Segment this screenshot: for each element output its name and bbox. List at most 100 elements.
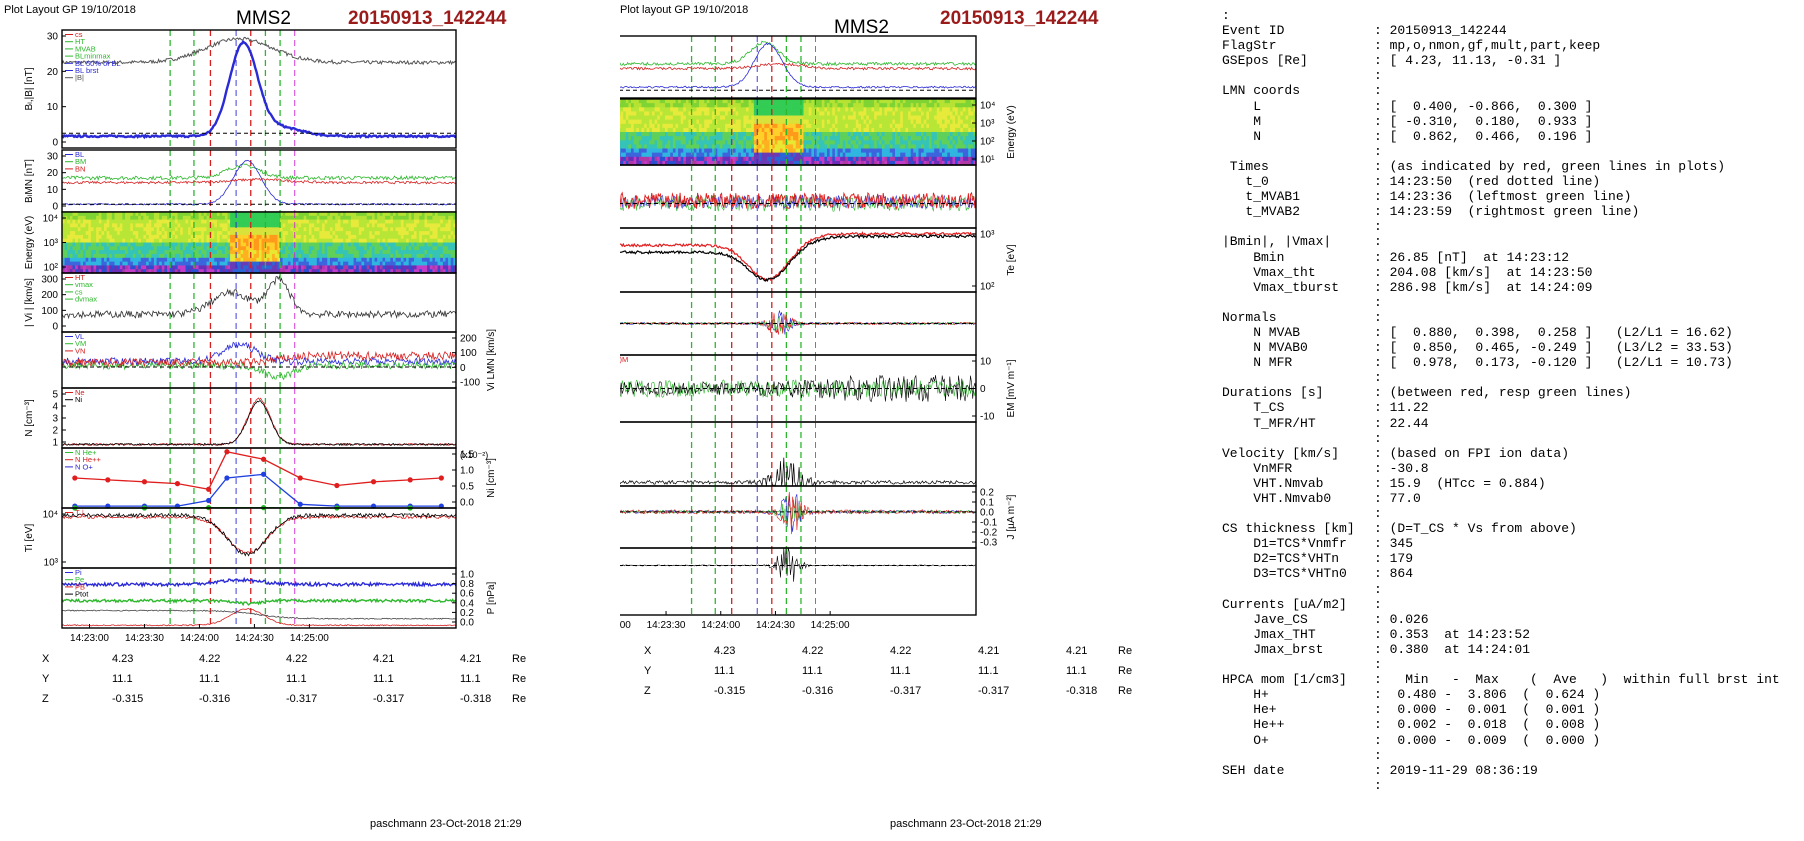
spectrogram-cell [722,119,726,125]
spectrogram-cell [64,250,68,255]
spectrogram-cell [435,212,439,217]
spectrogram-cell [670,148,674,154]
spectrogram-cell [224,227,229,232]
spectrogram-cell [180,257,184,263]
spectrogram-cell [450,238,454,244]
spectrogram-cell [104,265,108,270]
spectrogram-cell [889,156,893,162]
spectrogram-cell [923,107,927,112]
spectrogram-cell [440,253,444,259]
spectrogram-cell [850,156,854,162]
spectrogram-cell [887,148,891,154]
spectrogram-cell [416,227,420,232]
spectrogram-cell [127,227,131,232]
spectrogram-cell [772,160,776,166]
spectrogram-cell [190,269,194,274]
spectrogram-cell [939,148,943,154]
spectrogram-cell [117,253,121,259]
spectrogram-cell [761,127,765,133]
spectrogram-cell [303,265,307,270]
spectrogram-cell [414,242,418,247]
spectrogram-cell [623,160,627,166]
spectrogram-cell [393,215,397,221]
spectrogram-cell [693,103,697,108]
spectrogram-cell [119,246,123,251]
coord-row-z: Z -0.315 -0.316 -0.317 -0.317 -0.318 Re [42,690,526,708]
spectrogram-cell [379,231,383,236]
spectrogram-cell [104,269,108,274]
spectrogram-cell [259,234,263,240]
spectrogram-cell [714,140,718,145]
spectrogram-cell [180,265,184,270]
spectrogram-cell [427,223,431,228]
spectrogram-cell [138,250,142,255]
spectrogram-cell [811,99,815,104]
spectrogram-cell [936,111,940,117]
spectrogram-cell [390,253,394,259]
spectrogram-cell [337,231,341,236]
spectrogram-cell [83,269,87,274]
spectrogram-cell [733,148,737,154]
spectrogram-cell [704,140,708,145]
spectrogram-cell [699,144,703,150]
spectrogram-cell [348,238,352,244]
spectrogram-cell [224,223,229,228]
spectrogram-cell [180,261,184,266]
spectrogram-cell [298,261,302,266]
spectrogram-cell [274,261,278,266]
spectrogram-cell [910,99,914,104]
spectrogram-cell [693,160,697,166]
spectrogram-cell [798,115,802,121]
spectrogram-cell [138,257,142,263]
spectrogram-cell [432,250,436,255]
spectrogram-cell [414,238,418,244]
spectrogram-cell [345,265,349,270]
spectrogram-cell [853,103,857,108]
spectrogram-cell [654,119,658,125]
spectrogram-cell [881,132,886,137]
spectrogram-cell [735,132,739,137]
spectrogram-cell [905,152,909,158]
spectrogram-cell [620,152,624,158]
spectrogram-cell [64,265,68,270]
spectrogram-cell [350,257,355,263]
spectrogram-cell [902,132,906,137]
spectrogram-cell [322,212,326,217]
spectrogram-cell [285,242,289,247]
spectrogram-cell [876,156,880,162]
spectrogram-cell [335,227,339,232]
spectrogram-cell [633,103,637,108]
spectrogram-cell [335,261,339,266]
spectrogram-cell [217,215,221,221]
spectrogram-cell [132,227,137,232]
spectrogram-cell [122,231,126,236]
spectrogram-cell [751,152,755,158]
spectrogram-cell [915,103,920,108]
spectrogram-cell [845,140,849,145]
spectrogram-cell [398,246,402,251]
spectrogram-cell [722,152,726,158]
spectrogram-cell [358,227,362,232]
series-NHe2 [74,451,442,491]
spectrogram-cell [738,132,742,137]
spectrogram-cell [440,215,444,221]
spectrogram-cell [759,111,763,117]
spectrogram-cell [327,253,331,259]
spectrogram-cell [272,238,276,244]
spectrogram-cell [311,261,315,266]
spectrogram-cell [261,215,265,221]
series-VL [61,341,457,367]
spectrogram-cell [201,253,205,259]
spectrogram-cell [393,253,397,259]
spectrogram-cell [918,152,922,158]
spectrogram-cell [238,238,242,244]
spectrogram-cell [72,261,76,266]
spectrogram-cell [403,212,407,217]
spectrogram-cell [782,119,786,125]
spectrogram-cell [706,107,710,112]
spectrogram-cell [277,257,281,263]
spectrogram-cell [667,107,671,112]
spectrogram-cell [847,115,852,121]
spectrogram-cell [931,115,935,121]
spectrogram-cell [364,231,368,236]
